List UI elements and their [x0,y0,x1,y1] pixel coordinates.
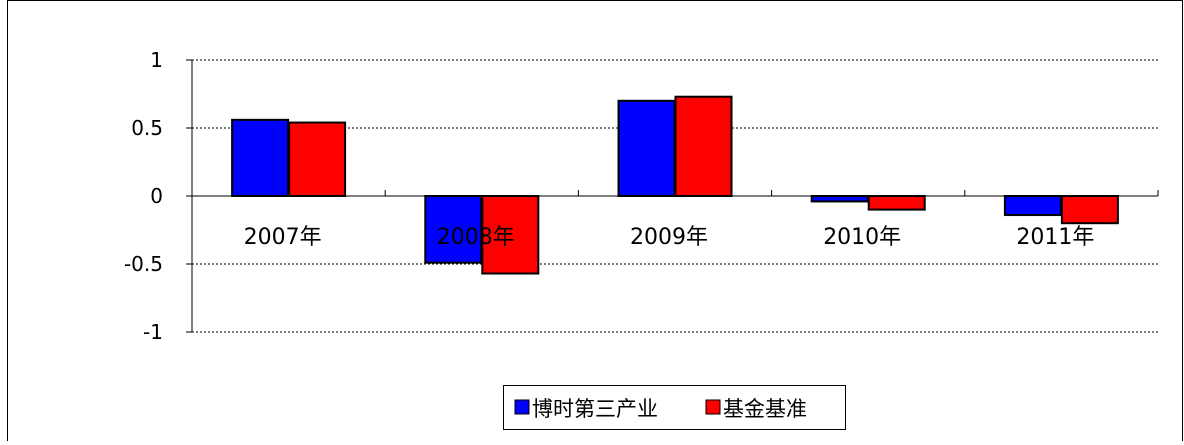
bar [812,196,868,201]
x-tick-label: 2008年 [437,225,515,250]
y-tick-label: -1 [143,320,163,344]
y-tick-label: -0.5 [124,252,163,276]
x-tick-label: 2011年 [1016,225,1094,250]
chart-border [8,1,1183,442]
bar [619,101,675,196]
bar [869,196,925,210]
bar [1062,196,1118,223]
legend-swatch [515,400,529,414]
bar [232,120,288,196]
legend-label: 博时第三产业 [532,397,658,421]
x-tick-label: 2010年 [823,225,901,250]
bar [289,123,345,196]
legend-swatch [706,400,720,414]
y-tick-label: 0 [150,184,163,208]
bar [676,97,732,196]
legend-label: 基金基准 [723,397,807,421]
y-tick-label: 0.5 [131,116,163,140]
x-tick-label: 2009年 [630,225,708,250]
y-tick-label: 1 [150,48,163,72]
bar [1005,196,1061,215]
legend: 博时第三产业 基金基准 [504,386,846,430]
x-tick-label: 2007年 [244,225,322,250]
